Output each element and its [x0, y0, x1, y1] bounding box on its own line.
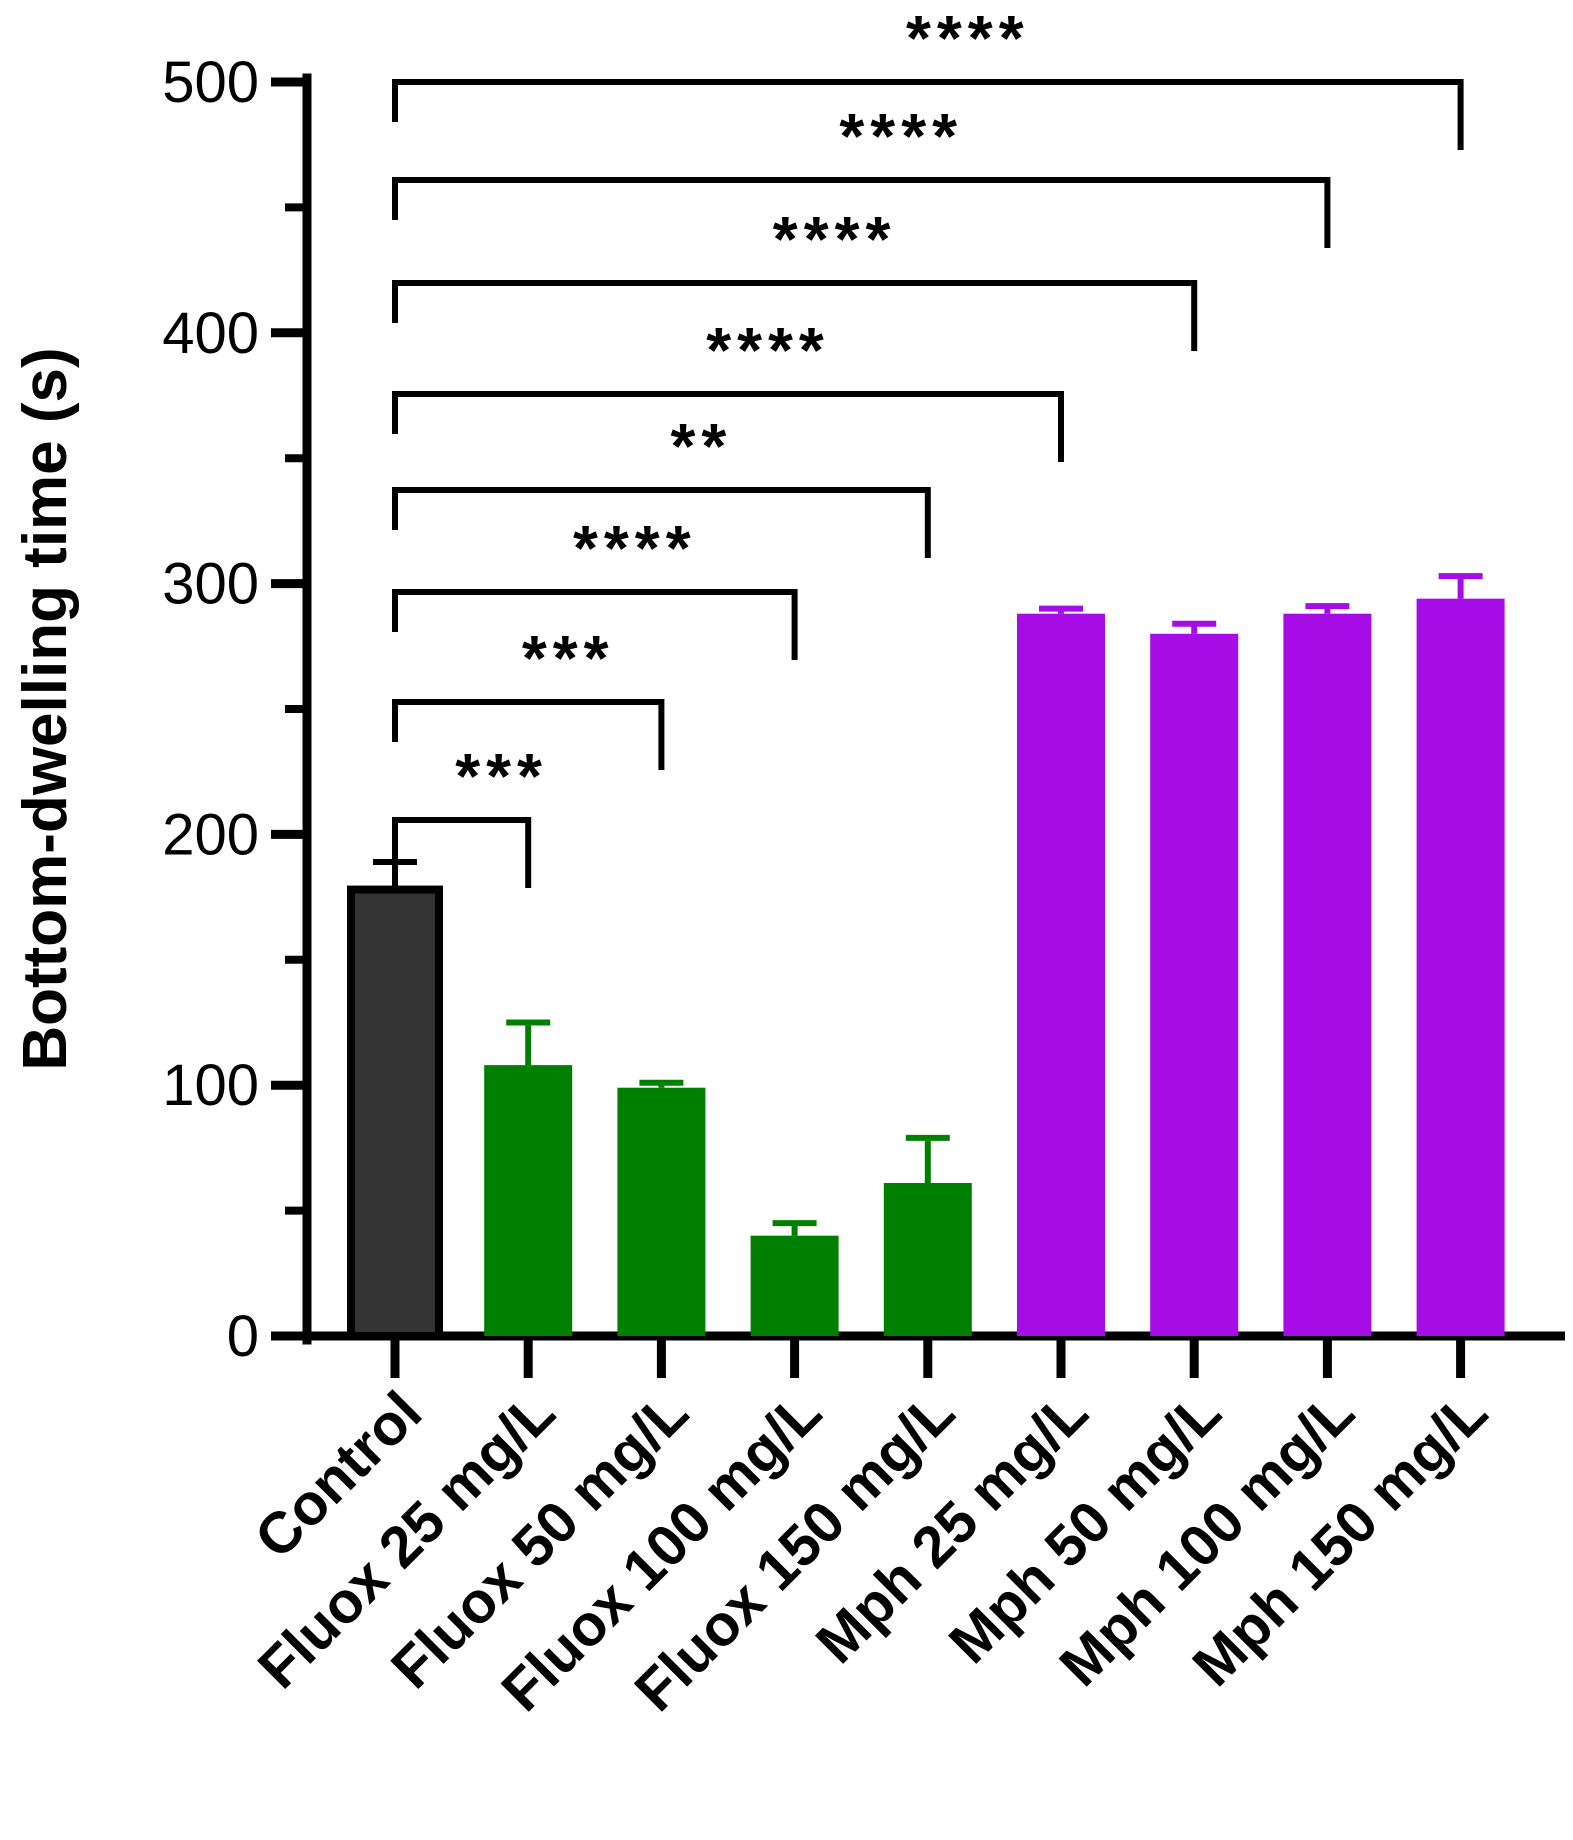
significance-stars: **** [773, 203, 897, 275]
significance-stars: *** [522, 622, 615, 694]
y-tick-label: 200 [162, 802, 259, 867]
y-tick-label: 500 [162, 50, 259, 115]
y-axis-label: Bottom-dwelling time (s) [11, 347, 80, 1070]
bar-6 [1150, 633, 1239, 1336]
significance-bracket [392, 177, 1331, 248]
significance-stars: *** [455, 740, 548, 812]
bar-4 [883, 1183, 972, 1336]
significance-stars: **** [839, 100, 963, 172]
bar-0 [347, 885, 443, 1340]
bars [347, 573, 1505, 1340]
significance-bracket [392, 391, 1064, 462]
y-tick-label: 300 [162, 552, 259, 617]
significance-bracket [392, 487, 931, 558]
significance-bracket [392, 817, 532, 888]
significance-brackets [392, 79, 1464, 888]
significance-bracket [392, 79, 1464, 150]
bar-3 [750, 1235, 839, 1336]
y-tick-label: 100 [162, 1053, 259, 1118]
bar-1 [484, 1065, 573, 1336]
significance-stars: ** [670, 410, 732, 482]
significance-bracket [392, 280, 1198, 351]
bar-5 [1017, 613, 1105, 1336]
bar-8 [1416, 598, 1505, 1336]
y-tick-label: 400 [162, 301, 259, 366]
significance-stars: **** [906, 2, 1030, 74]
significance-bracket [392, 589, 798, 660]
significance-stars: **** [573, 512, 697, 584]
significance-stars: **** [706, 314, 830, 386]
y-tick-label: 0 [227, 1304, 259, 1369]
bar-2 [617, 1087, 706, 1336]
labels: 0 100 200 300 400 500 Bottom-dwelling time (s)… [11, 2, 1500, 1724]
significance-bracket [392, 699, 665, 770]
bar-7 [1283, 613, 1372, 1336]
